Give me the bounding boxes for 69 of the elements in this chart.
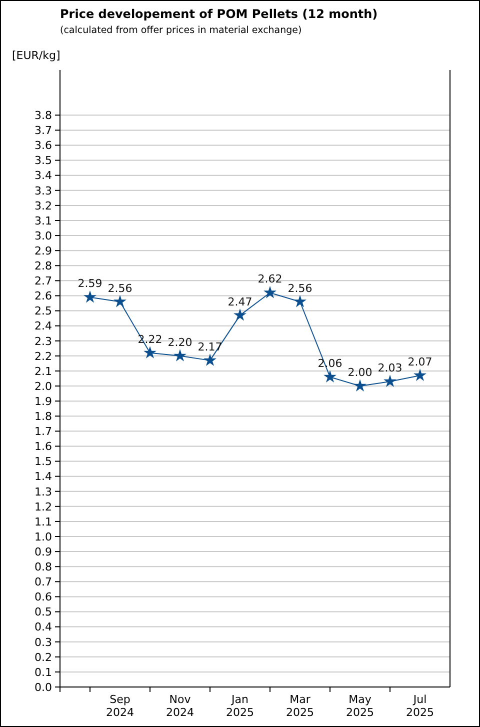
y-tick-label: 3.0 [34,229,52,242]
point [384,376,396,386]
chart-title: Price developement of POM Pellets (12 month) [60,7,378,22]
y-tick-label: 1.8 [34,410,52,424]
point [324,371,336,382]
y-tick-label: 0.0 [34,680,52,694]
point [264,287,276,298]
y-tick-label: 2.6 [34,290,52,303]
y-tick-label: 0.5 [34,606,52,619]
y-tick-label: 3.3 [34,184,52,198]
y-tick-label: 2.7 [34,274,52,288]
data-label: 2.59 [78,277,102,290]
y-tick-label: 0.8 [34,560,52,574]
y-tick-label: 0.4 [34,620,52,634]
chart-subtitle: (calculated from offer prices in material exchange) [60,25,302,37]
x-tick-label: May 2025 [346,693,374,719]
y-tick-label: 1.3 [34,485,52,498]
y-tick-label: 0.9 [34,545,52,558]
point [204,354,216,366]
y-tick-label: 2.5 [34,304,52,318]
y-tick-label: 2.9 [34,244,52,258]
y-tick-label: 3.2 [34,199,52,212]
point [174,350,186,361]
y-tick-label: 2.4 [34,320,52,333]
x-tick-label: Sep 2024 [106,693,134,719]
data-label: 2.56 [288,282,312,295]
y-tick-label: 0.1 [34,666,52,679]
point [234,310,246,320]
point [354,380,366,391]
y-tick-label: 1.1 [34,515,52,528]
y-tick-label: 3.8 [34,109,52,122]
y-tick-label: 2.3 [34,334,52,348]
y-tick-label: 2.0 [34,380,52,393]
point [414,370,426,380]
data-label: 2.62 [258,272,282,286]
point [294,296,306,306]
y-tick-label: 3.5 [34,154,52,168]
y-tick-label: 1.2 [34,500,52,514]
data-label: 2.07 [408,355,432,368]
point [144,347,156,358]
y-tick-label: 3.7 [34,124,52,138]
x-tick-label: Jul 2025 [406,693,434,719]
point [114,296,126,306]
y-tick-label: 2.2 [34,350,52,363]
data-label: 2.00 [348,366,372,380]
y-tick-label: 1.0 [34,530,52,544]
y-tick-label: 2.8 [34,260,52,273]
y-tick-label: 0.7 [34,576,52,589]
y-tick-label: 1.7 [34,425,52,438]
y-tick-label: 0.3 [34,636,52,649]
y-tick-label: 1.6 [34,440,52,454]
data-label: 2.20 [168,336,192,349]
y-tick-label: 3.1 [34,214,52,228]
y-tick-label: 1.5 [34,455,52,468]
data-label: 2.03 [378,362,402,375]
y-tick-label: 3.6 [34,139,52,152]
y-axis-title: [EUR/kg] [12,49,60,63]
data-label: 2.56 [108,282,132,295]
data-label: 2.47 [228,295,252,308]
x-tick-label: Nov 2024 [166,693,194,719]
y-tick-label: 2.1 [34,364,52,378]
y-tick-label: 0.6 [34,590,52,604]
x-tick-label: Jan 2025 [226,693,254,719]
x-tick-label: Mar 2025 [286,693,314,719]
y-tick-label: 1.4 [34,470,52,484]
y-tick-label: 1.9 [34,394,52,408]
y-tick-label: 3.4 [34,169,52,182]
point [84,292,96,302]
y-tick-label: 0.2 [34,650,52,664]
